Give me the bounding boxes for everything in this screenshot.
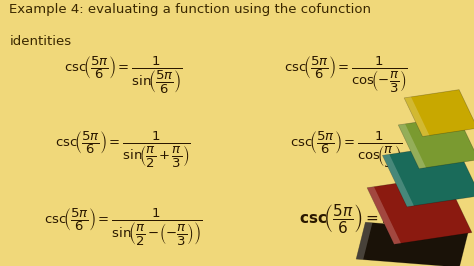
Text: identities: identities [9,35,72,48]
Polygon shape [383,144,474,207]
Polygon shape [356,222,373,260]
Text: Example 4: evaluating a function using the cofunction: Example 4: evaluating a function using t… [9,3,372,16]
Text: $\mathrm{csc}\!\left(\dfrac{5\pi}{6}\right) = \dfrac{1}{\mathrm{sin}\!\left(\dfr: $\mathrm{csc}\!\left(\dfrac{5\pi}{6}\rig… [55,129,191,169]
Text: $\mathrm{csc}\!\left(\dfrac{5\pi}{6}\right) = \dfrac{1}{\mathrm{sin}\!\left(\dfr: $\mathrm{csc}\!\left(\dfrac{5\pi}{6}\rig… [64,54,182,95]
Text: $\mathrm{csc}\!\left(\dfrac{5\pi}{6}\right) = \dfrac{1}{\mathrm{sin}\!\left(\dfr: $\mathrm{csc}\!\left(\dfrac{5\pi}{6}\rig… [44,206,202,247]
Text: $\mathrm{csc}\!\left(\dfrac{5\pi}{6}\right) = \dfrac{1}{\mathrm{cos}\!\left(\dfr: $\mathrm{csc}\!\left(\dfrac{5\pi}{6}\rig… [290,129,402,169]
Text: $\mathbf{csc}\!\left(\boldsymbol{\dfrac{5\pi}{6}}\right) = \mathbf{2}$: $\mathbf{csc}\!\left(\boldsymbol{\dfrac{… [299,202,393,235]
Polygon shape [356,222,469,266]
Polygon shape [367,176,472,244]
Polygon shape [398,116,474,169]
Polygon shape [398,124,426,169]
Polygon shape [404,90,474,136]
Text: $\mathrm{csc}\!\left(\dfrac{5\pi}{6}\right) = \dfrac{1}{\mathrm{cos}\!\left(-\df: $\mathrm{csc}\!\left(\dfrac{5\pi}{6}\rig… [284,55,408,94]
Polygon shape [404,97,429,136]
Polygon shape [383,154,414,207]
Polygon shape [367,187,401,244]
